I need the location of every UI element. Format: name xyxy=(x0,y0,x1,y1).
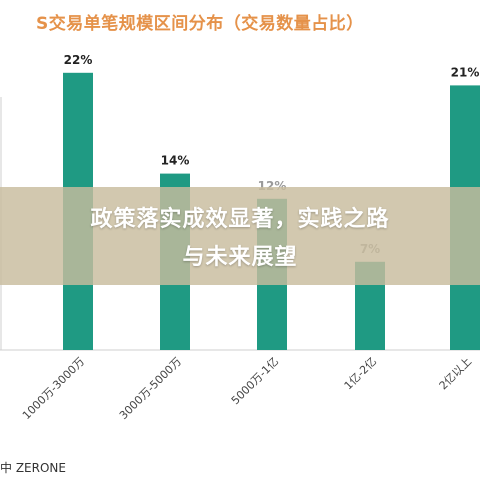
x-tick-label-3: 5000万-1亿 xyxy=(229,355,281,407)
bar-value-label-5: 21% xyxy=(451,65,480,79)
headline-line-1: 政策落实成效显著，实践之路 xyxy=(90,207,390,232)
x-tick-labels-group: 1000万-3000万 3000万-5000万 5000万-1亿 1亿-2亿 2亿以上 xyxy=(20,355,474,422)
x-tick-label-4: 1亿-2亿 xyxy=(342,355,379,392)
source-credit: 中 ZERONE xyxy=(0,461,66,475)
bar-value-label-1: 22% xyxy=(64,53,93,67)
chart-title: S交易单笔规模区间分布（交易数量占比） xyxy=(36,14,364,34)
bar-value-label-2: 14% xyxy=(161,154,190,168)
x-tick-label-1: 1000万-3000万 xyxy=(20,355,87,422)
x-tick-label-5: 2亿以上 xyxy=(437,355,474,392)
headline-overlay: 政策落实成效显著，实践之路 与未来展望 xyxy=(0,187,480,285)
x-tick-label-2: 3000万-5000万 xyxy=(117,355,184,422)
headline-line-2: 与未来展望 xyxy=(182,245,298,270)
